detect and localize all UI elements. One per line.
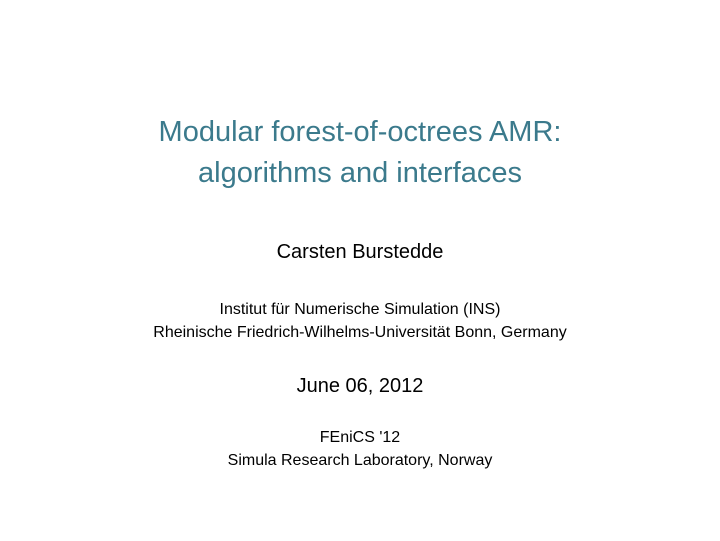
slide-title: Modular forest-of-octrees AMR: algorithm…	[0, 112, 720, 193]
title-slide: Modular forest-of-octrees AMR: algorithm…	[0, 0, 720, 541]
title-line-1: Modular forest-of-octrees AMR:	[159, 116, 562, 148]
talk-date: June 06, 2012	[0, 375, 720, 398]
venue-line-2: Simula Research Laboratory, Norway	[228, 452, 493, 469]
title-line-2: algorithms and interfaces	[198, 157, 522, 189]
affiliation-line-2: Rheinische Friedrich-Wilhelms-Universitä…	[153, 324, 566, 341]
author-name: Carsten Burstedde	[0, 241, 720, 264]
affiliation-line-1: Institut für Numerische Simulation (INS)	[220, 301, 501, 318]
venue: FEniCS '12 Simula Research Laboratory, N…	[0, 426, 720, 472]
affiliation: Institut für Numerische Simulation (INS)…	[0, 298, 720, 344]
venue-line-1: FEniCS '12	[320, 429, 400, 446]
